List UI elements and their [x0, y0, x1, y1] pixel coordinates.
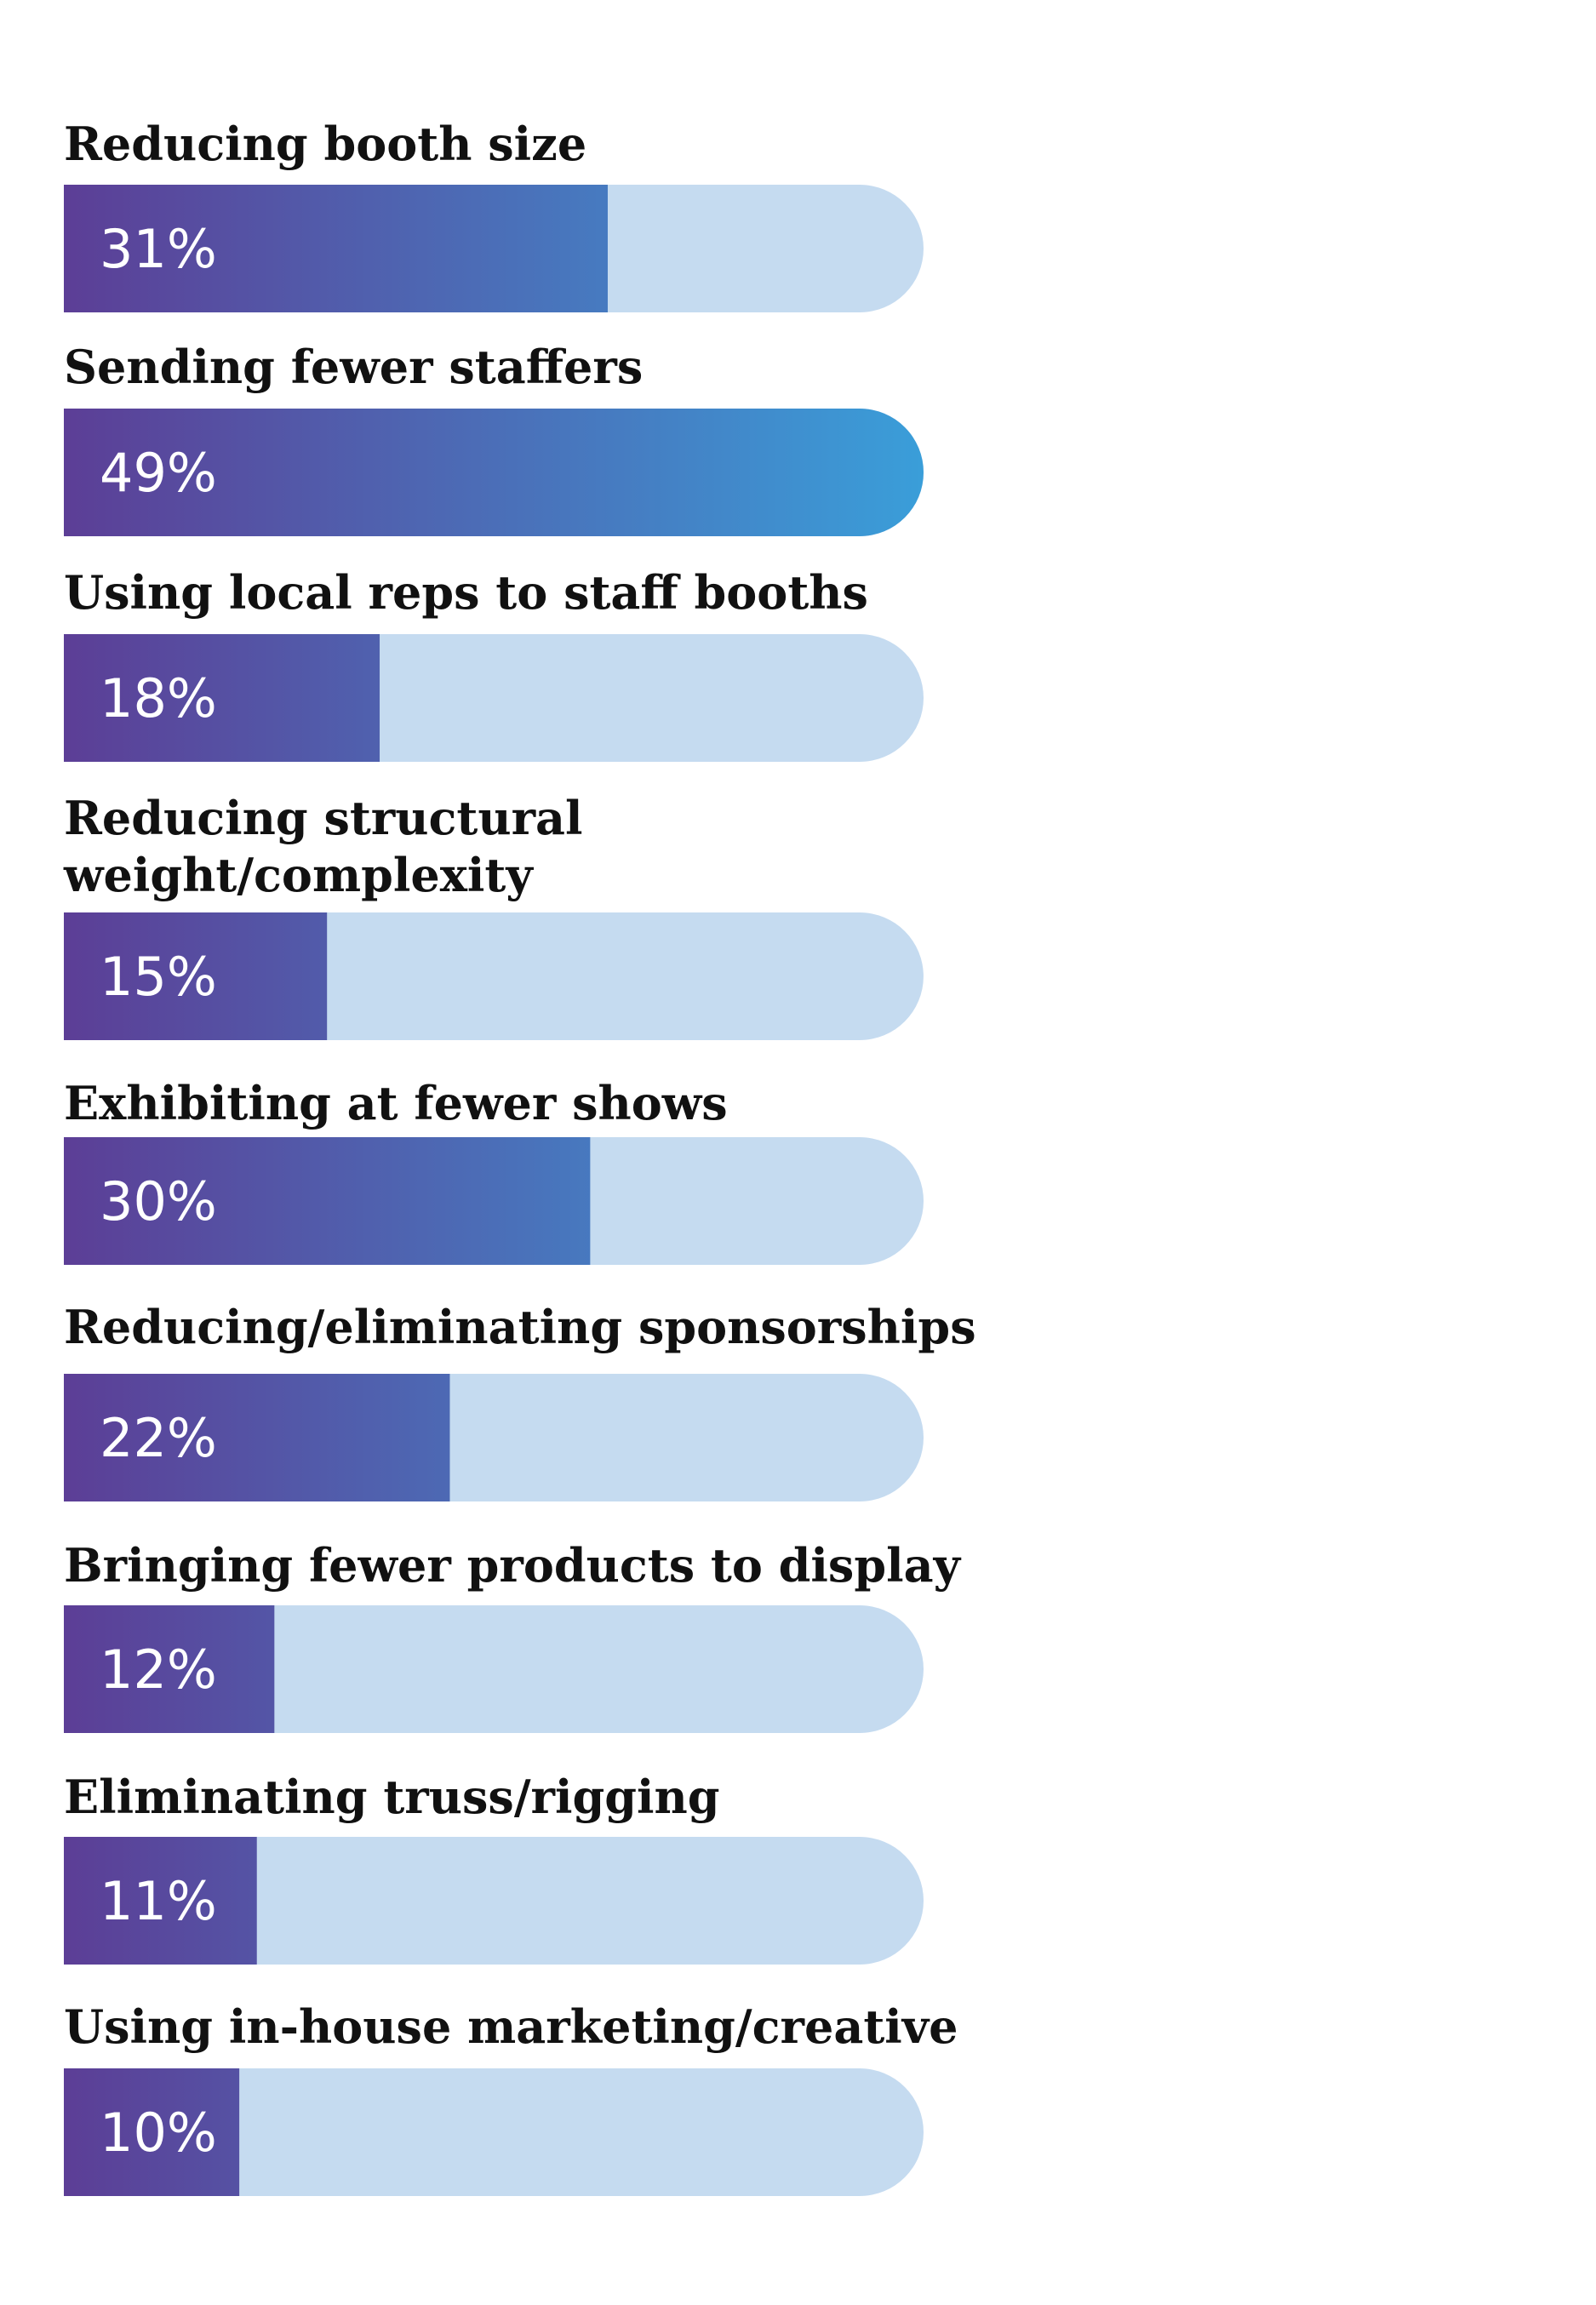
- category-label: Exhibiting at fewer shows: [64, 1076, 728, 1130]
- category-label: Using in-house marketing/creative: [64, 1999, 958, 2054]
- category-label: Eliminating truss/rigging: [64, 1770, 720, 1824]
- bar-fill: [64, 409, 924, 536]
- category-label: Using local reps to staff booths: [64, 565, 868, 620]
- bar-row: Reducing structural weight/complexity 15%: [63, 791, 924, 1040]
- bar-fill: [64, 634, 380, 762]
- category-label-line: Reducing structural: [64, 791, 583, 845]
- bar-fill: [64, 2068, 240, 2196]
- category-label: Sending fewer staffers: [64, 340, 643, 394]
- bar-fill: [64, 1605, 275, 1733]
- bar-track: [64, 1837, 924, 1965]
- category-label-line: Reducing/eliminating sponsorships: [64, 1300, 976, 1354]
- value-label: 30%: [100, 1170, 217, 1233]
- category-label-line: Exhibiting at fewer shows: [64, 1076, 728, 1130]
- value-label: 31%: [100, 218, 217, 280]
- category-label-line: Using local reps to staff booths: [64, 565, 868, 620]
- category-label-line: weight/complexity: [63, 848, 534, 902]
- bar-row: Eliminating truss/rigging 11%: [64, 1770, 924, 1965]
- bar-row: Exhibiting at fewer shows 30%: [64, 1076, 924, 1265]
- value-label: 11%: [100, 1870, 217, 1932]
- bar-fill: [64, 1837, 257, 1965]
- bar-fill: [64, 1374, 450, 1501]
- bar-row: Sending fewer staffers 49%: [64, 340, 924, 536]
- bar-track: [64, 2068, 924, 2196]
- bar-row: Using in-house marketing/creative 10%: [64, 1999, 958, 2196]
- bar-row: Bringing fewer products to display 12%: [64, 1538, 962, 1733]
- bar-fill: [64, 912, 328, 1040]
- bar-fill: [64, 185, 608, 312]
- bar-fill: [64, 1137, 591, 1265]
- value-label: 10%: [100, 2102, 217, 2164]
- category-label-line: Eliminating truss/rigging: [64, 1770, 720, 1824]
- bar-row: Using local reps to staff booths 18%: [64, 565, 924, 762]
- value-label: 15%: [100, 946, 217, 1008]
- category-label-line: Sending fewer staffers: [64, 340, 643, 394]
- value-label: 49%: [100, 442, 217, 504]
- category-label: Reducing/eliminating sponsorships: [64, 1300, 976, 1354]
- value-label: 12%: [100, 1639, 217, 1701]
- category-label-line: Using in-house marketing/creative: [64, 1999, 958, 2054]
- value-label: 22%: [100, 1407, 217, 1469]
- bar-row: Reducing booth size 31%: [64, 117, 924, 312]
- value-label: 18%: [100, 667, 217, 729]
- category-label-line: Bringing fewer products to display: [64, 1538, 962, 1593]
- bar-track: [64, 1605, 924, 1733]
- category-label: Reducing booth size: [64, 117, 586, 171]
- category-label: Reducing structural weight/complexity: [63, 791, 583, 902]
- bar-row: Reducing/eliminating sponsorships 22%: [64, 1300, 976, 1501]
- category-label: Bringing fewer products to display: [64, 1538, 962, 1593]
- category-label-line: Reducing booth size: [64, 117, 586, 171]
